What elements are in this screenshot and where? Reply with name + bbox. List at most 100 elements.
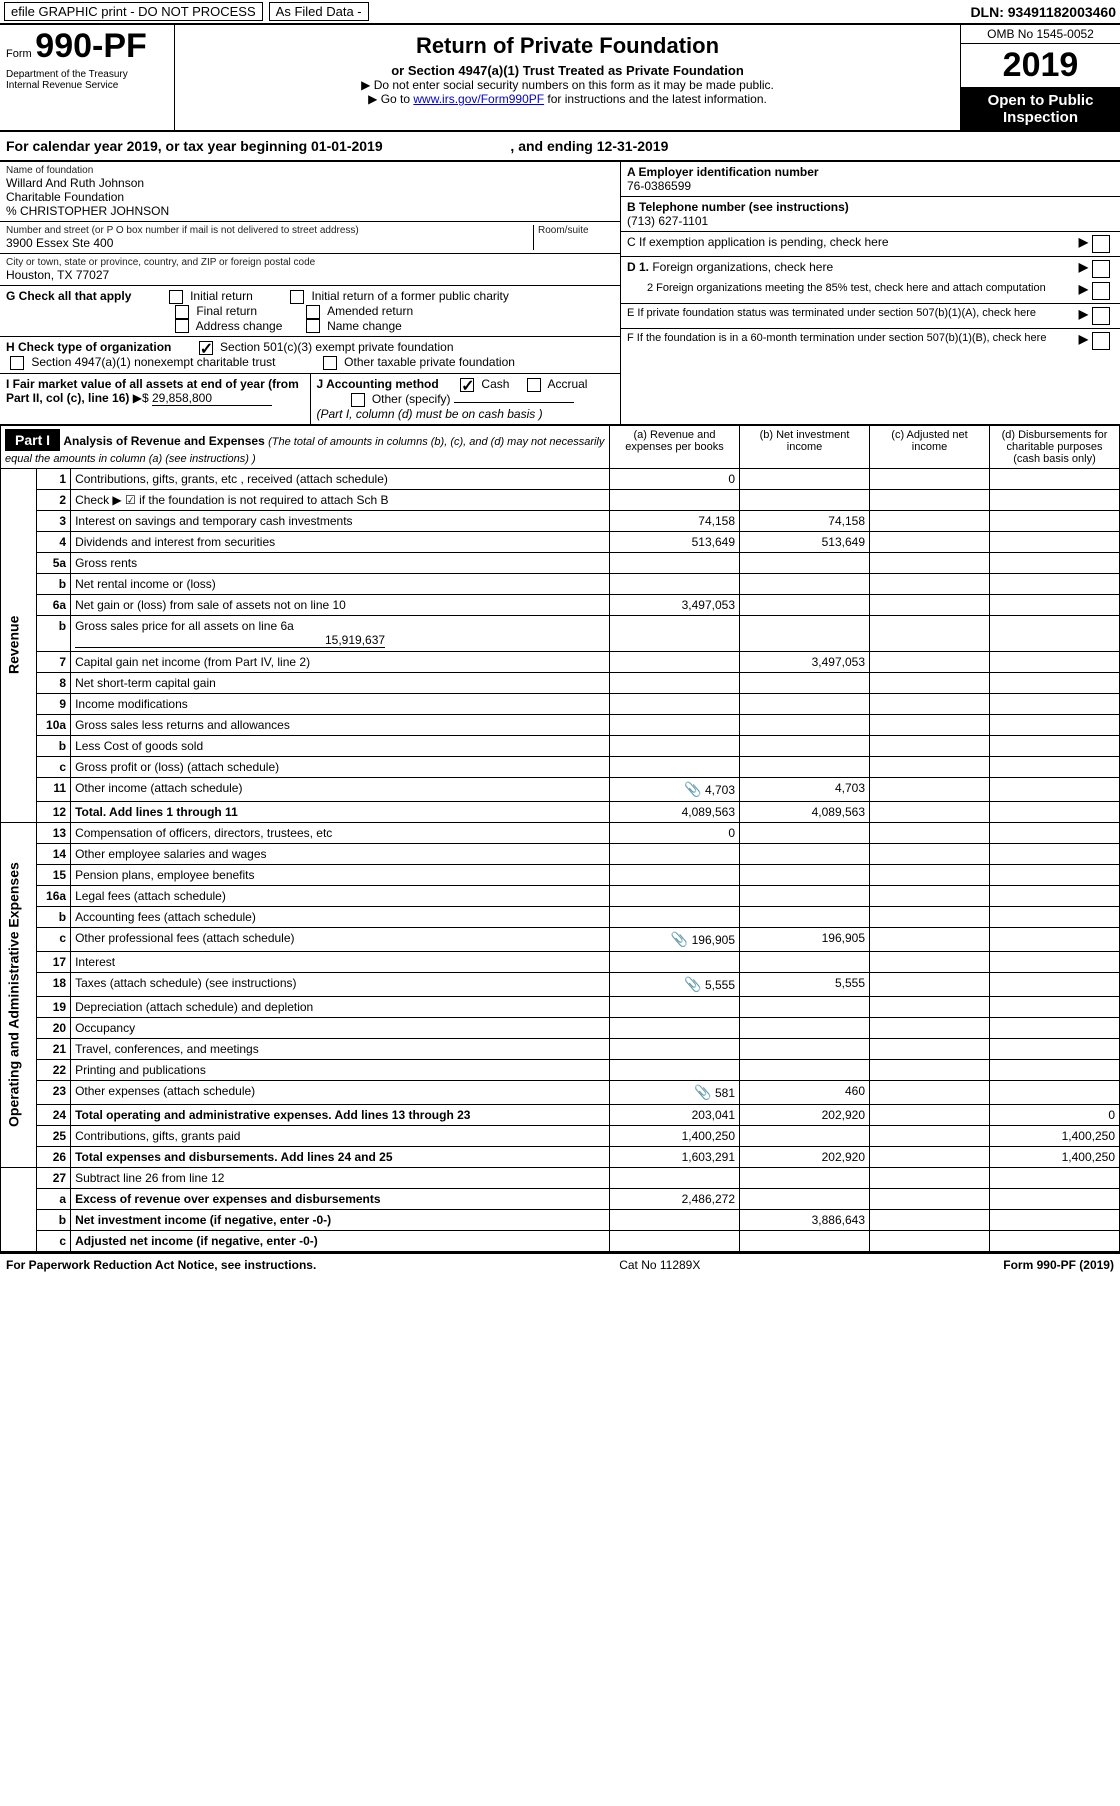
line-14-col-c — [870, 843, 990, 864]
cb-namechg[interactable] — [306, 319, 320, 333]
line-20-col-c — [870, 1017, 990, 1038]
part1-label: Part I — [5, 429, 60, 451]
line-10a-col-b — [740, 714, 870, 735]
efile-tag: efile GRAPHIC print - DO NOT PROCESS — [4, 2, 263, 21]
attach-icon[interactable]: 📎 — [671, 931, 688, 947]
cb-amended[interactable] — [306, 305, 320, 319]
line-b-col-a — [610, 1209, 740, 1230]
cb-initial[interactable] — [169, 290, 183, 304]
line-18-col-a: 📎 5,555 — [610, 972, 740, 996]
cb-f[interactable] — [1092, 332, 1110, 350]
asfiled-tag: As Filed Data - — [269, 2, 369, 21]
line-10a-desc: Gross sales less returns and allowances — [71, 714, 610, 735]
cb-501c3[interactable] — [199, 341, 213, 355]
lineno-26: 26 — [37, 1146, 71, 1167]
line-13-col-a: 0 — [610, 822, 740, 843]
line-9-col-c — [870, 693, 990, 714]
lineno-22: 22 — [37, 1059, 71, 1080]
line-15-col-a — [610, 864, 740, 885]
line-11-col-b: 4,703 — [740, 777, 870, 801]
line-23-col-c — [870, 1080, 990, 1104]
lineno-11: 11 — [37, 777, 71, 801]
dln: DLN: 93491182003460 — [970, 4, 1116, 20]
line-c-desc: Adjusted net income (if negative, enter … — [71, 1230, 610, 1251]
calendar-year-row: For calendar year 2019, or tax year begi… — [0, 132, 1120, 162]
city-cell: City or town, state or province, country… — [0, 254, 620, 286]
lineno-23: 23 — [37, 1080, 71, 1104]
line-22-desc: Printing and publications — [71, 1059, 610, 1080]
line-b-desc: Accounting fees (attach schedule) — [71, 906, 610, 927]
cb-addrchg[interactable] — [175, 319, 189, 333]
cb-d2[interactable] — [1092, 282, 1110, 300]
line-15-desc: Pension plans, employee benefits — [71, 864, 610, 885]
line-8-col-d — [990, 672, 1120, 693]
lineno-a: a — [37, 1188, 71, 1209]
line-13-col-d — [990, 822, 1120, 843]
line-17-col-a — [610, 951, 740, 972]
line-c-desc: Gross profit or (loss) (attach schedule) — [71, 756, 610, 777]
lineno-8: 8 — [37, 672, 71, 693]
lineno-2: 2 — [37, 489, 71, 510]
cb-other-acct[interactable] — [351, 393, 365, 407]
lineno-13: 13 — [37, 822, 71, 843]
line-15-col-c — [870, 864, 990, 885]
cb-final[interactable] — [175, 305, 189, 319]
line-4-desc: Dividends and interest from securities — [71, 531, 610, 552]
line-26-col-c — [870, 1146, 990, 1167]
line-17-col-b — [740, 951, 870, 972]
line-2-col-d — [990, 489, 1120, 510]
lineno-c: c — [37, 1230, 71, 1251]
foundation-name-cell: Name of foundation Willard And Ruth John… — [0, 162, 620, 222]
line-b-col-c — [870, 573, 990, 594]
line-14-desc: Other employee salaries and wages — [71, 843, 610, 864]
cb-other-tax[interactable] — [323, 356, 337, 370]
line-c-col-d — [990, 927, 1120, 951]
line-16a-col-d — [990, 885, 1120, 906]
line-19-col-d — [990, 996, 1120, 1017]
line-10a-col-d — [990, 714, 1120, 735]
cb-cash[interactable] — [460, 378, 474, 392]
header-mid: Return of Private Foundation or Section … — [175, 25, 960, 130]
info-left: Name of foundation Willard And Ruth John… — [0, 162, 620, 424]
line-25-col-b — [740, 1125, 870, 1146]
line-7-col-c — [870, 651, 990, 672]
line-3-col-a: 74,158 — [610, 510, 740, 531]
line-3-col-d — [990, 510, 1120, 531]
link-irs[interactable]: www.irs.gov/Form990PF — [413, 92, 544, 106]
lineno-b: b — [37, 906, 71, 927]
header-right: OMB No 1545-0052 2019 Open to Public Ins… — [960, 25, 1120, 130]
c-row: C If exemption application is pending, c… — [621, 232, 1120, 257]
attach-icon[interactable]: 📎 — [684, 781, 701, 797]
line-b-col-d — [990, 735, 1120, 756]
attach-icon[interactable]: 📎 — [684, 976, 701, 992]
line-8-col-a — [610, 672, 740, 693]
cb-e[interactable] — [1092, 307, 1110, 325]
line-4-col-d — [990, 531, 1120, 552]
line-6a-desc: Net gain or (loss) from sale of assets n… — [71, 594, 610, 615]
line-23-col-d — [990, 1080, 1120, 1104]
line-b-col-d — [990, 1209, 1120, 1230]
line-13-desc: Compensation of officers, directors, tru… — [71, 822, 610, 843]
line-7-desc: Capital gain net income (from Part IV, l… — [71, 651, 610, 672]
attach-icon[interactable]: 📎 — [694, 1084, 711, 1100]
lineno-19: 19 — [37, 996, 71, 1017]
line-2-col-b — [740, 489, 870, 510]
line-18-col-d — [990, 972, 1120, 996]
cb-initial-former[interactable] — [290, 290, 304, 304]
line-c-col-d — [990, 756, 1120, 777]
cb-d1[interactable] — [1092, 260, 1110, 278]
line-b-col-d — [990, 615, 1120, 651]
d-row: D 1. Foreign organizations, check here▶ … — [621, 257, 1120, 304]
cb-accrual[interactable] — [527, 378, 541, 392]
line-6a-col-d — [990, 594, 1120, 615]
e-row: E If private foundation status was termi… — [621, 304, 1120, 329]
line-2-col-c — [870, 489, 990, 510]
open-to-public: Open to Public Inspection — [961, 88, 1120, 130]
line-5a-col-b — [740, 552, 870, 573]
line-23-col-a: 📎 581 — [610, 1080, 740, 1104]
cb-4947[interactable] — [10, 356, 24, 370]
line-a-col-b — [740, 1188, 870, 1209]
line-12-desc: Total. Add lines 1 through 11 — [71, 801, 610, 822]
footer-left: For Paperwork Reduction Act Notice, see … — [6, 1258, 316, 1272]
cb-c[interactable] — [1092, 235, 1110, 253]
